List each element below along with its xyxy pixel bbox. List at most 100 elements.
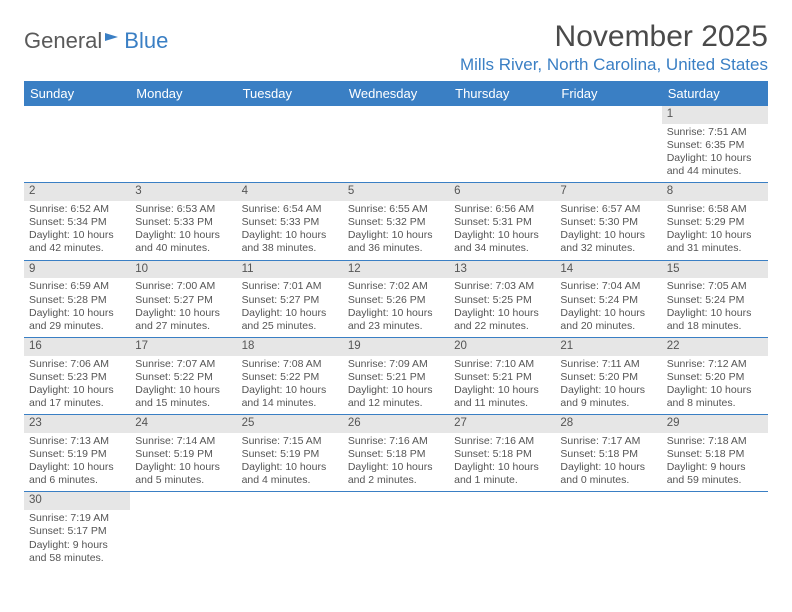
sunset: Sunset: 5:27 PM [242, 294, 338, 307]
day-number: 30 [24, 492, 130, 510]
day-number: 5 [343, 183, 449, 201]
day-details: Sunrise: 7:11 AMSunset: 5:20 PMDaylight:… [555, 356, 661, 415]
empty-cell [449, 106, 555, 183]
dayname: Saturday [662, 81, 768, 106]
day-number: 4 [237, 183, 343, 201]
day-cell: 23Sunrise: 7:13 AMSunset: 5:19 PMDayligh… [24, 415, 130, 492]
day-cell: 2Sunrise: 6:52 AMSunset: 5:34 PMDaylight… [24, 183, 130, 260]
daylight: Daylight: 10 hours and 20 minutes. [560, 307, 656, 333]
daylight: Daylight: 10 hours and 18 minutes. [667, 307, 763, 333]
day-details: Sunrise: 6:57 AMSunset: 5:30 PMDaylight:… [555, 201, 661, 260]
day-details: Sunrise: 7:51 AMSunset: 6:35 PMDaylight:… [662, 124, 768, 183]
day-cell: 5Sunrise: 6:55 AMSunset: 5:32 PMDaylight… [343, 183, 449, 260]
day-number: 9 [24, 261, 130, 279]
day-number: 8 [662, 183, 768, 201]
day-cell: 26Sunrise: 7:16 AMSunset: 5:18 PMDayligh… [343, 415, 449, 492]
daylight: Daylight: 10 hours and 32 minutes. [560, 229, 656, 255]
calendar-table: Sunday Monday Tuesday Wednesday Thursday… [24, 81, 768, 569]
day-details: Sunrise: 7:02 AMSunset: 5:26 PMDaylight:… [343, 278, 449, 337]
day-number: 19 [343, 338, 449, 356]
sunset: Sunset: 5:33 PM [135, 216, 231, 229]
sunrise: Sunrise: 7:16 AM [454, 435, 550, 448]
daylight: Daylight: 10 hours and 1 minute. [454, 461, 550, 487]
sunset: Sunset: 5:28 PM [29, 294, 125, 307]
sunrise: Sunrise: 6:54 AM [242, 203, 338, 216]
logo-text-1: General [24, 28, 102, 54]
sunset: Sunset: 5:18 PM [348, 448, 444, 461]
flag-icon [104, 32, 124, 48]
day-details: Sunrise: 7:16 AMSunset: 5:18 PMDaylight:… [343, 433, 449, 492]
sunrise: Sunrise: 7:12 AM [667, 358, 763, 371]
sunset: Sunset: 5:20 PM [667, 371, 763, 384]
empty-cell [130, 492, 236, 569]
day-details: Sunrise: 7:08 AMSunset: 5:22 PMDaylight:… [237, 356, 343, 415]
day-details: Sunrise: 7:18 AMSunset: 5:18 PMDaylight:… [662, 433, 768, 492]
day-details: Sunrise: 7:07 AMSunset: 5:22 PMDaylight:… [130, 356, 236, 415]
daylight: Daylight: 10 hours and 11 minutes. [454, 384, 550, 410]
day-number: 13 [449, 261, 555, 279]
day-number: 22 [662, 338, 768, 356]
daylight: Daylight: 10 hours and 6 minutes. [29, 461, 125, 487]
daylight: Daylight: 10 hours and 12 minutes. [348, 384, 444, 410]
empty-cell [130, 106, 236, 183]
day-details: Sunrise: 7:05 AMSunset: 5:24 PMDaylight:… [662, 278, 768, 337]
daylight: Daylight: 10 hours and 38 minutes. [242, 229, 338, 255]
day-cell: 7Sunrise: 6:57 AMSunset: 5:30 PMDaylight… [555, 183, 661, 260]
dayname: Wednesday [343, 81, 449, 106]
day-details: Sunrise: 7:09 AMSunset: 5:21 PMDaylight:… [343, 356, 449, 415]
sunrise: Sunrise: 7:08 AM [242, 358, 338, 371]
daylight: Daylight: 10 hours and 2 minutes. [348, 461, 444, 487]
dayname-row: Sunday Monday Tuesday Wednesday Thursday… [24, 81, 768, 106]
empty-cell [662, 492, 768, 569]
title-block: November 2025 Mills River, North Carolin… [460, 20, 768, 75]
page-title: November 2025 [460, 20, 768, 53]
day-number: 21 [555, 338, 661, 356]
sunrise: Sunrise: 7:14 AM [135, 435, 231, 448]
day-details: Sunrise: 7:03 AMSunset: 5:25 PMDaylight:… [449, 278, 555, 337]
daylight: Daylight: 10 hours and 36 minutes. [348, 229, 444, 255]
sunset: Sunset: 5:30 PM [560, 216, 656, 229]
day-cell: 13Sunrise: 7:03 AMSunset: 5:25 PMDayligh… [449, 260, 555, 337]
day-cell: 15Sunrise: 7:05 AMSunset: 5:24 PMDayligh… [662, 260, 768, 337]
day-number: 1 [662, 106, 768, 124]
sunset: Sunset: 5:23 PM [29, 371, 125, 384]
sunset: Sunset: 5:21 PM [454, 371, 550, 384]
day-details: Sunrise: 7:12 AMSunset: 5:20 PMDaylight:… [662, 356, 768, 415]
day-cell: 19Sunrise: 7:09 AMSunset: 5:21 PMDayligh… [343, 337, 449, 414]
sunset: Sunset: 5:21 PM [348, 371, 444, 384]
day-details: Sunrise: 7:14 AMSunset: 5:19 PMDaylight:… [130, 433, 236, 492]
calendar-body: 1Sunrise: 7:51 AMSunset: 6:35 PMDaylight… [24, 106, 768, 569]
day-details: Sunrise: 7:16 AMSunset: 5:18 PMDaylight:… [449, 433, 555, 492]
day-details: Sunrise: 6:55 AMSunset: 5:32 PMDaylight:… [343, 201, 449, 260]
day-cell: 22Sunrise: 7:12 AMSunset: 5:20 PMDayligh… [662, 337, 768, 414]
sunrise: Sunrise: 7:16 AM [348, 435, 444, 448]
day-details: Sunrise: 6:54 AMSunset: 5:33 PMDaylight:… [237, 201, 343, 260]
day-cell: 18Sunrise: 7:08 AMSunset: 5:22 PMDayligh… [237, 337, 343, 414]
day-number: 29 [662, 415, 768, 433]
sunrise: Sunrise: 7:51 AM [667, 126, 763, 139]
sunset: Sunset: 5:22 PM [242, 371, 338, 384]
week-row: 16Sunrise: 7:06 AMSunset: 5:23 PMDayligh… [24, 337, 768, 414]
day-number: 23 [24, 415, 130, 433]
daylight: Daylight: 10 hours and 9 minutes. [560, 384, 656, 410]
day-details: Sunrise: 7:00 AMSunset: 5:27 PMDaylight:… [130, 278, 236, 337]
day-details: Sunrise: 6:52 AMSunset: 5:34 PMDaylight:… [24, 201, 130, 260]
day-number: 2 [24, 183, 130, 201]
sunrise: Sunrise: 7:02 AM [348, 280, 444, 293]
day-number: 25 [237, 415, 343, 433]
daylight: Daylight: 10 hours and 23 minutes. [348, 307, 444, 333]
sunrise: Sunrise: 7:17 AM [560, 435, 656, 448]
day-cell: 24Sunrise: 7:14 AMSunset: 5:19 PMDayligh… [130, 415, 236, 492]
week-row: 23Sunrise: 7:13 AMSunset: 5:19 PMDayligh… [24, 415, 768, 492]
sunrise: Sunrise: 7:10 AM [454, 358, 550, 371]
day-details: Sunrise: 7:04 AMSunset: 5:24 PMDaylight:… [555, 278, 661, 337]
daylight: Daylight: 10 hours and 17 minutes. [29, 384, 125, 410]
week-row: 30Sunrise: 7:19 AMSunset: 5:17 PMDayligh… [24, 492, 768, 569]
day-details: Sunrise: 7:10 AMSunset: 5:21 PMDaylight:… [449, 356, 555, 415]
day-number: 11 [237, 261, 343, 279]
sunset: Sunset: 5:25 PM [454, 294, 550, 307]
sunrise: Sunrise: 7:00 AM [135, 280, 231, 293]
day-cell: 9Sunrise: 6:59 AMSunset: 5:28 PMDaylight… [24, 260, 130, 337]
day-number: 20 [449, 338, 555, 356]
day-details: Sunrise: 6:56 AMSunset: 5:31 PMDaylight:… [449, 201, 555, 260]
